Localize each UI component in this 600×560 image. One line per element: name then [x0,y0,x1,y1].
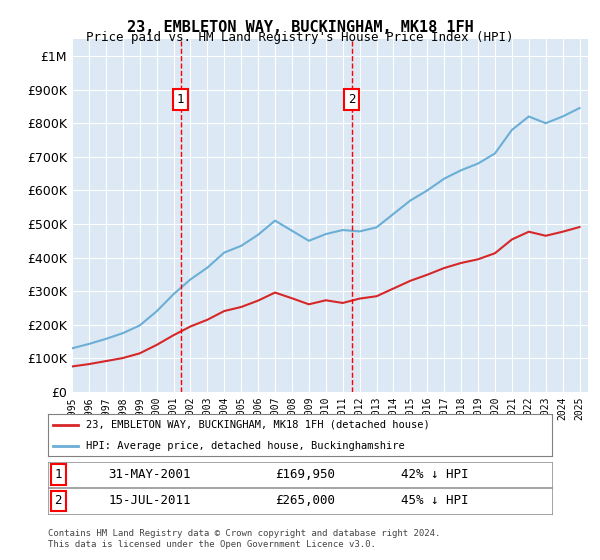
Text: HPI: Average price, detached house, Buckinghamshire: HPI: Average price, detached house, Buck… [86,441,404,451]
Text: 42% ↓ HPI: 42% ↓ HPI [401,468,468,481]
Text: 2: 2 [55,494,62,507]
Text: 31-MAY-2001: 31-MAY-2001 [109,468,191,481]
Text: 1: 1 [177,93,184,106]
Text: 2: 2 [348,93,356,106]
Text: 23, EMBLETON WAY, BUCKINGHAM, MK18 1FH (detached house): 23, EMBLETON WAY, BUCKINGHAM, MK18 1FH (… [86,420,430,430]
Text: £265,000: £265,000 [275,494,335,507]
Text: Contains HM Land Registry data © Crown copyright and database right 2024.
This d: Contains HM Land Registry data © Crown c… [48,529,440,549]
Text: 15-JUL-2011: 15-JUL-2011 [109,494,191,507]
Text: 1: 1 [55,468,62,481]
Text: 23, EMBLETON WAY, BUCKINGHAM, MK18 1FH: 23, EMBLETON WAY, BUCKINGHAM, MK18 1FH [127,20,473,35]
Text: Price paid vs. HM Land Registry's House Price Index (HPI): Price paid vs. HM Land Registry's House … [86,31,514,44]
Text: 45% ↓ HPI: 45% ↓ HPI [401,494,468,507]
Text: £169,950: £169,950 [275,468,335,481]
